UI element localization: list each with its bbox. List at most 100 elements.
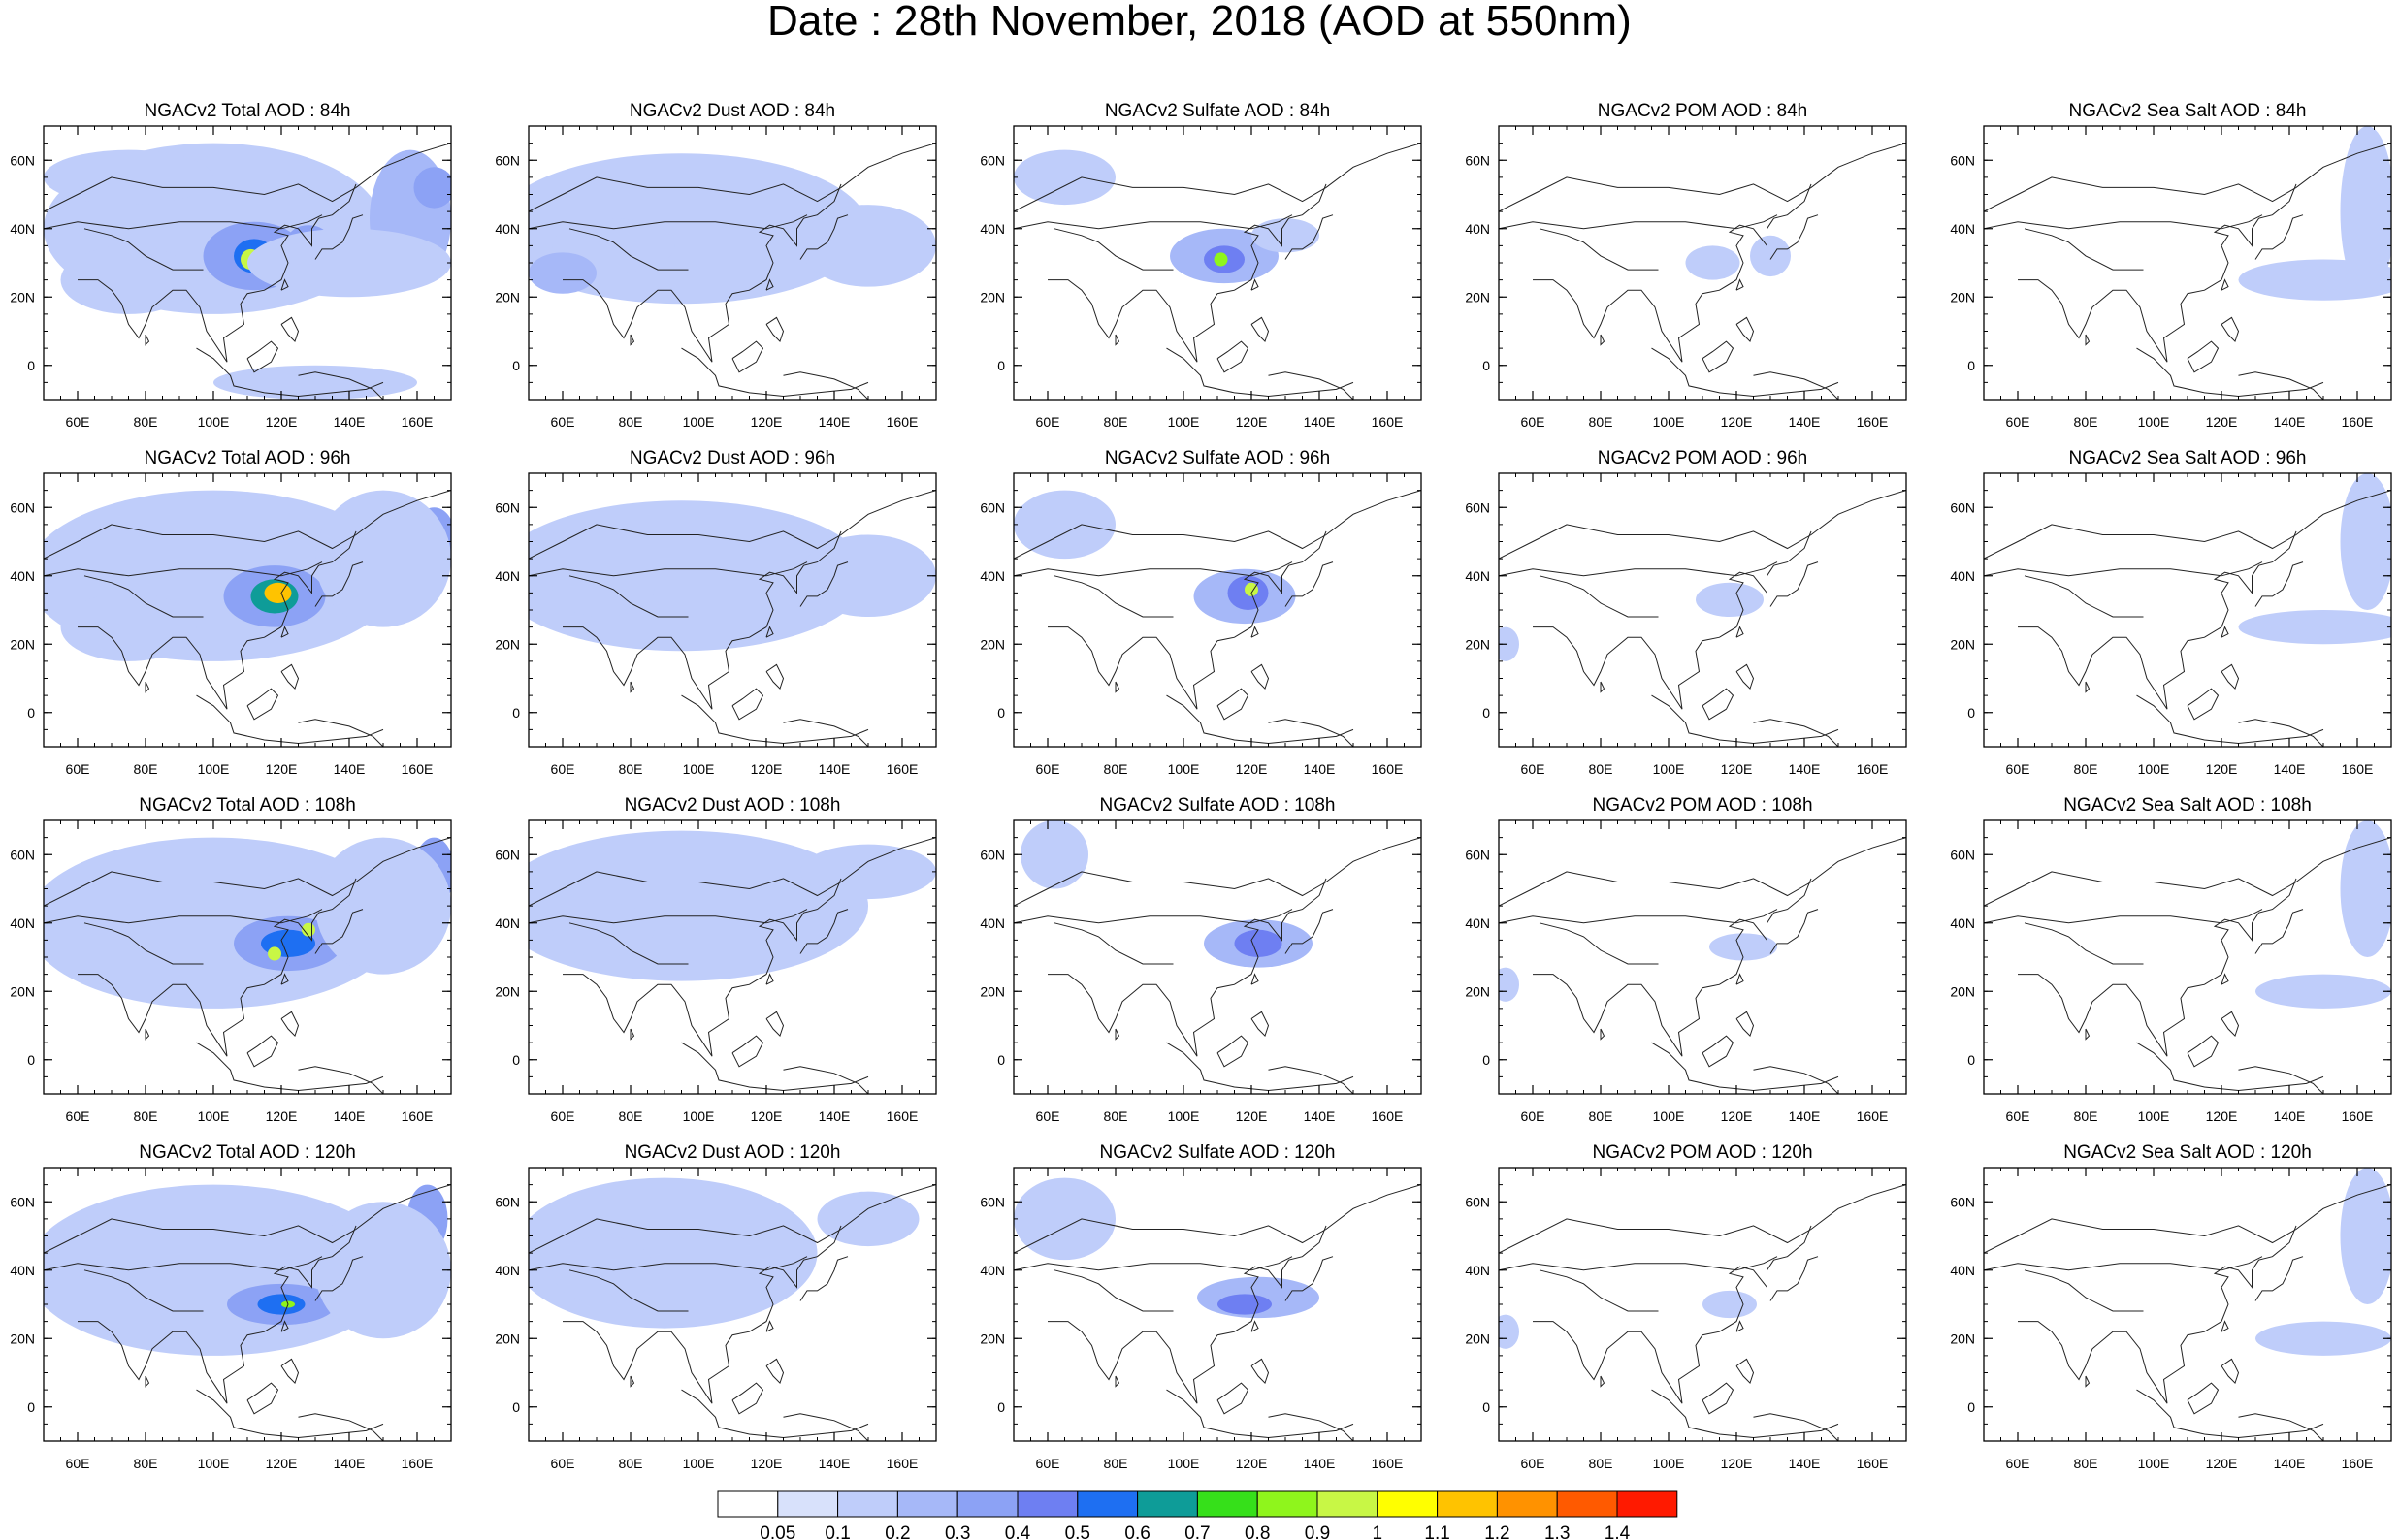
panel-title: NGACv2 Sea Salt AOD : 120h xyxy=(2063,1142,2312,1163)
lon-tick-label: 120E xyxy=(2206,414,2238,430)
coastline xyxy=(1753,1413,1839,1441)
coastlines xyxy=(1014,1184,1421,1441)
coastline xyxy=(1702,1035,1734,1068)
lat-tick-label: 0 xyxy=(997,1052,1005,1068)
lon-tick-label: 100E xyxy=(1168,414,1200,430)
lon-tick-label: 140E xyxy=(334,1108,366,1124)
coastline xyxy=(314,214,364,260)
coastline xyxy=(2187,1035,2220,1068)
aod-region xyxy=(552,902,655,957)
coastline xyxy=(765,316,785,343)
aod-region xyxy=(1021,820,1088,889)
lon-tick-label: 60E xyxy=(66,1108,90,1124)
lon-tick-label: 140E xyxy=(1789,1456,1821,1471)
lon-tick-label: 160E xyxy=(2342,414,2374,430)
coastline xyxy=(246,1035,279,1068)
aod-region xyxy=(552,561,655,618)
coastline xyxy=(145,334,150,346)
lat-tick-label: 40N xyxy=(1465,568,1490,584)
panel-title: NGACv2 Total AOD : 96h xyxy=(145,448,351,468)
aod-field xyxy=(2238,126,2391,301)
lon-tick-label: 100E xyxy=(198,414,230,430)
lon-tick-label: 100E xyxy=(1168,1108,1200,1124)
coastline xyxy=(1115,1028,1120,1041)
aod-region xyxy=(60,245,197,314)
coastline xyxy=(1539,228,1659,271)
coastline xyxy=(1539,1269,1659,1312)
lon-tick-label: 120E xyxy=(1236,414,1268,430)
coastline xyxy=(1250,626,1259,638)
coastline xyxy=(196,694,384,745)
coastline xyxy=(1166,347,1354,398)
coastline xyxy=(2085,1028,2091,1041)
coastline xyxy=(1250,278,1259,291)
coastline xyxy=(1753,371,1839,400)
lat-tick-label: 0 xyxy=(27,1399,35,1415)
lon-tick-label: 120E xyxy=(1236,1456,1268,1471)
coastline xyxy=(2221,626,2229,638)
coastline xyxy=(44,1184,451,1254)
panel-title: NGACv2 Dust AOD : 108h xyxy=(625,795,841,816)
coastline xyxy=(2136,1389,2324,1439)
lon-tick-label: 160E xyxy=(1372,1456,1404,1471)
coastline xyxy=(1499,490,1906,560)
colorbar-swatch xyxy=(1137,1490,1198,1518)
lat-tick-label: 20N xyxy=(1950,1331,1975,1346)
coastline xyxy=(681,694,869,745)
coastlines xyxy=(1984,490,2391,747)
lon-tick-label: 60E xyxy=(1036,1456,1060,1471)
coastline xyxy=(1533,183,1812,363)
coastlines xyxy=(44,490,451,747)
aod-region xyxy=(213,365,417,400)
coastline xyxy=(280,1358,300,1385)
lon-tick-label: 120E xyxy=(1721,414,1753,430)
lon-tick-label: 60E xyxy=(66,761,90,777)
coastline xyxy=(2254,1256,2304,1301)
lon-tick-label: 120E xyxy=(1236,1108,1268,1124)
lat-tick-label: 20N xyxy=(1465,1331,1490,1346)
colorbar-label: 1.4 xyxy=(1605,1524,1631,1540)
coastline xyxy=(1769,561,1819,607)
coastline xyxy=(1984,143,2391,212)
coastline xyxy=(1115,1375,1120,1388)
coastline xyxy=(1651,1042,1839,1092)
lat-tick-label: 0 xyxy=(27,705,35,721)
coastline xyxy=(1600,334,1605,346)
coastline xyxy=(1014,909,1293,924)
coastline xyxy=(78,183,357,363)
coastline xyxy=(1216,1035,1249,1068)
colorbar-label: 1.1 xyxy=(1424,1524,1449,1540)
colorbar-label: 0.5 xyxy=(1065,1524,1090,1540)
lat-tick-label: 0 xyxy=(1967,1052,1975,1068)
lon-tick-label: 120E xyxy=(266,414,298,430)
coastline xyxy=(1600,681,1605,693)
coastline xyxy=(1539,922,1659,965)
lon-tick-label: 60E xyxy=(551,1108,575,1124)
coastline xyxy=(568,922,689,965)
lon-tick-label: 160E xyxy=(1372,1108,1404,1124)
coastline xyxy=(529,837,936,907)
coastline xyxy=(765,626,774,638)
lon-tick-label: 160E xyxy=(2342,761,2374,777)
coastline xyxy=(2254,561,2304,607)
coastline xyxy=(1014,837,1421,907)
coastline xyxy=(1250,1358,1270,1385)
lon-tick-label: 60E xyxy=(66,414,90,430)
coastline xyxy=(783,1413,869,1441)
lon-tick-label: 160E xyxy=(887,761,919,777)
coastline xyxy=(1539,575,1659,618)
coastline xyxy=(246,688,279,721)
aod-region xyxy=(1499,626,1519,661)
coastline xyxy=(2221,973,2229,985)
aod-field xyxy=(1499,933,1777,1002)
aod-region xyxy=(800,534,936,618)
panel-title: NGACv2 Sulfate AOD : 96h xyxy=(1105,448,1330,468)
lon-tick-label: 120E xyxy=(1721,761,1753,777)
coastline xyxy=(568,1269,689,1312)
coastline xyxy=(1250,1320,1259,1332)
coastline xyxy=(1533,1225,1812,1404)
coastline xyxy=(2136,694,2324,745)
lat-tick-label: 20N xyxy=(1950,289,1975,305)
lon-tick-label: 100E xyxy=(1653,414,1685,430)
